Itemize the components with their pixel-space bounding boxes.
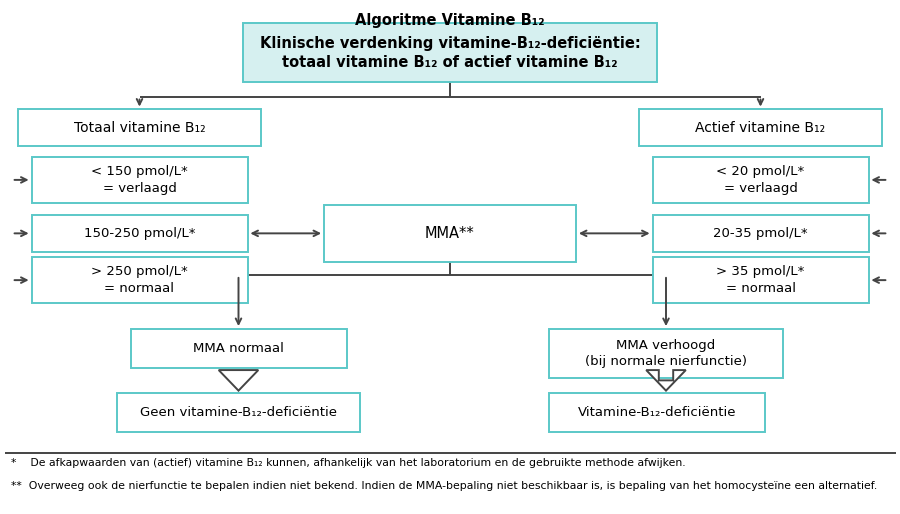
Text: 20-35 pmol/L*: 20-35 pmol/L* [713,227,808,240]
Text: MMA**: MMA** [425,226,475,241]
FancyBboxPatch shape [652,157,868,203]
Polygon shape [646,370,686,391]
Text: < 150 pmol/L*
= verlaagd: < 150 pmol/L* = verlaagd [91,165,188,195]
Text: Vitamine-B₁₂-deficiëntie: Vitamine-B₁₂-deficiëntie [578,406,736,419]
FancyBboxPatch shape [324,205,576,262]
FancyBboxPatch shape [117,393,360,432]
Text: Geen vitamine-B₁₂-deficiëntie: Geen vitamine-B₁₂-deficiëntie [140,406,337,419]
Text: Totaal vitamine B₁₂: Totaal vitamine B₁₂ [74,121,205,135]
Text: > 250 pmol/L*
= normaal: > 250 pmol/L* = normaal [91,265,188,295]
Text: > 35 pmol/L*
= normaal: > 35 pmol/L* = normaal [716,265,805,295]
Polygon shape [219,370,258,391]
FancyBboxPatch shape [652,215,868,252]
FancyBboxPatch shape [32,157,248,203]
Text: Algoritme Vitamine B₁₂: Algoritme Vitamine B₁₂ [356,13,544,28]
Text: Actief vitamine B₁₂: Actief vitamine B₁₂ [696,121,825,135]
FancyBboxPatch shape [243,23,657,82]
Text: < 20 pmol/L*
= verlaagd: < 20 pmol/L* = verlaagd [716,165,805,195]
Text: *    De afkapwaarden van (actief) vitamine B₁₂ kunnen, afhankelijk van het labor: * De afkapwaarden van (actief) vitamine … [11,458,686,468]
FancyBboxPatch shape [18,109,261,146]
FancyBboxPatch shape [32,215,248,252]
FancyBboxPatch shape [652,257,868,303]
Text: Klinische verdenking vitamine-B₁₂-deficiëntie:
totaal vitamine B₁₂ of actief vit: Klinische verdenking vitamine-B₁₂-defici… [259,35,641,70]
Text: **  Overweeg ook de nierfunctie te bepalen indien niet bekend. Indien de MMA-bep: ** Overweeg ook de nierfunctie te bepale… [11,481,877,490]
Text: 150-250 pmol/L*: 150-250 pmol/L* [84,227,195,240]
FancyBboxPatch shape [549,329,783,378]
FancyBboxPatch shape [32,257,248,303]
FancyBboxPatch shape [639,109,882,146]
Text: MMA verhoogd
(bij normale nierfunctie): MMA verhoogd (bij normale nierfunctie) [585,339,747,368]
FancyBboxPatch shape [130,329,346,368]
Text: MMA normaal: MMA normaal [194,342,284,355]
FancyBboxPatch shape [549,393,765,432]
